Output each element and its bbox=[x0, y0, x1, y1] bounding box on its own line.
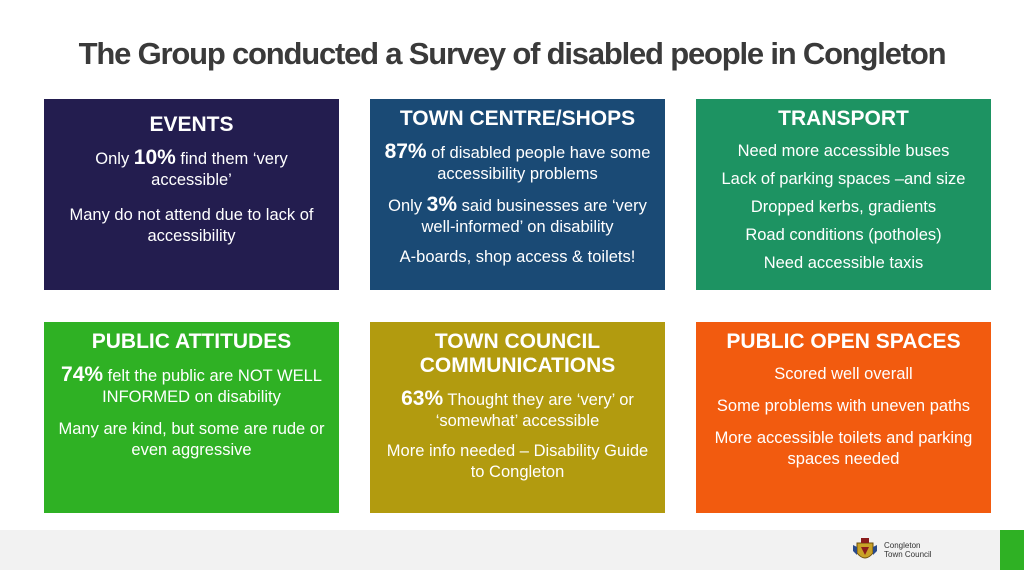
town-centre-stat-2: Only 3% said businesses are ‘very well-i… bbox=[380, 194, 655, 238]
events-stat-text: find them ‘very accessible’ bbox=[151, 150, 288, 189]
crest-icon bbox=[853, 538, 877, 559]
public-attitudes-stat-text: felt the public are NOT WELL INFORMED on… bbox=[102, 367, 322, 406]
events-note: Many do not attend due to lack of access… bbox=[69, 206, 314, 245]
public-attitudes-heading: PUBLIC ATTITUDES bbox=[91, 330, 292, 353]
events-stat-percent: 10% bbox=[133, 146, 176, 169]
town-centre-stat-1: 87% of disabled people have some accessi… bbox=[380, 141, 655, 185]
council-logo: Congleton Town Council bbox=[852, 530, 972, 570]
footer-accent bbox=[1000, 530, 1024, 570]
open-spaces-heading: PUBLIC OPEN SPACES bbox=[726, 330, 961, 353]
town-centre-heading: TOWN CENTRE/SHOPS bbox=[399, 107, 636, 130]
open-spaces-item: Some problems with uneven paths bbox=[716, 397, 971, 415]
town-council-card: TOWN COUNCIL COMMUNICATIONS 63% Thought … bbox=[370, 322, 665, 513]
open-spaces-card: PUBLIC OPEN SPACES Scored well overall S… bbox=[696, 322, 991, 513]
transport-item: Need accessible taxis bbox=[763, 254, 924, 272]
transport-item: Dropped kerbs, gradients bbox=[750, 198, 937, 216]
open-spaces-item: Scored well overall bbox=[774, 365, 913, 383]
town-centre-stat-1-percent: 87% bbox=[384, 140, 427, 163]
town-council-stat: 63% Thought they are ‘very’ or ‘somewhat… bbox=[380, 388, 655, 432]
events-stat: Only 10% find them ‘very accessible’ bbox=[54, 147, 329, 191]
town-centre-card: TOWN CENTRE/SHOPS 87% of disabled people… bbox=[370, 99, 665, 290]
transport-card: TRANSPORT Need more accessible buses Lac… bbox=[696, 99, 991, 290]
logo-line-2: Town Council bbox=[884, 550, 932, 559]
public-attitudes-note: Many are kind, but some are rude or even… bbox=[58, 420, 325, 459]
town-centre-note: A-boards, shop access & toilets! bbox=[399, 248, 636, 266]
public-attitudes-card: PUBLIC ATTITUDES 74% felt the public are… bbox=[44, 322, 339, 513]
page-title: The Group conducted a Survey of disabled… bbox=[78, 36, 947, 71]
public-attitudes-stat-percent: 74% bbox=[61, 363, 104, 386]
transport-item: Road conditions (potholes) bbox=[745, 226, 942, 244]
town-centre-stat-2-prefix: Only bbox=[388, 197, 427, 215]
town-council-heading: TOWN COUNCIL COMMUNICATIONS bbox=[419, 330, 616, 377]
town-council-stat-percent: 63% bbox=[401, 387, 444, 410]
transport-item: Need more accessible buses bbox=[737, 142, 950, 160]
town-council-note: More info needed – Disability Guide to C… bbox=[386, 442, 649, 481]
events-card: EVENTS Only 10% find them ‘very accessib… bbox=[44, 99, 339, 290]
town-centre-stat-2-percent: 3% bbox=[426, 193, 458, 216]
town-council-stat-text: Thought they are ‘very’ or ‘somewhat’ ac… bbox=[435, 391, 634, 430]
transport-item: Lack of parking spaces –and size bbox=[721, 170, 966, 188]
town-centre-stat-2-text: said businesses are ‘very well-informed’… bbox=[421, 197, 647, 236]
logo-line-1: Congleton bbox=[884, 541, 921, 550]
open-spaces-item: More accessible toilets and parking spac… bbox=[714, 429, 973, 468]
transport-heading: TRANSPORT bbox=[778, 107, 909, 130]
events-stat-prefix: Only bbox=[95, 150, 134, 168]
town-centre-stat-1-text: of disabled people have some accessibili… bbox=[426, 144, 651, 183]
events-heading: EVENTS bbox=[149, 113, 234, 136]
public-attitudes-stat: 74% felt the public are NOT WELL INFORME… bbox=[54, 364, 329, 408]
